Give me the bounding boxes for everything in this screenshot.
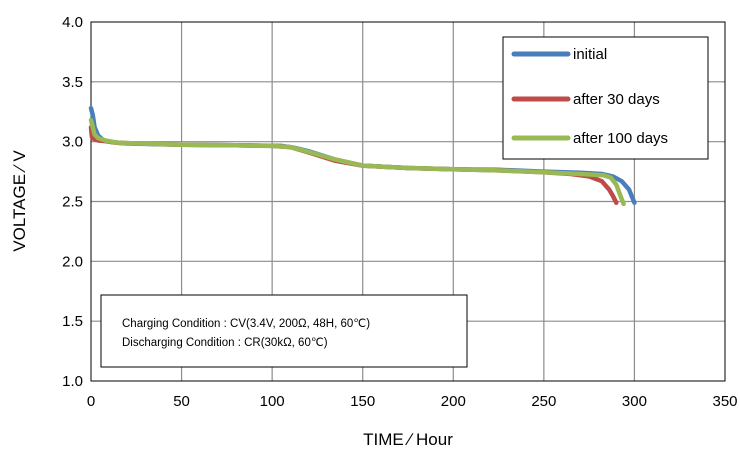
y-tick-label: 3.5 — [62, 74, 83, 91]
x-tick-label: 200 — [441, 393, 466, 410]
y-axis-ticks: 1.0 1.5 2.0 2.5 3.0 3.5 4.0 — [62, 14, 83, 390]
x-axis-title: TIME ∕ Hour — [363, 430, 453, 449]
x-tick-label: 350 — [712, 393, 737, 410]
legend-label-initial: initial — [573, 46, 607, 63]
condition-note-box — [100, 294, 468, 368]
legend-label-after-100-days: after 100 days — [573, 130, 668, 147]
y-tick-label: 1.5 — [62, 313, 83, 330]
y-tick-label: 3.0 — [62, 134, 83, 151]
series-lines — [88, 105, 637, 207]
x-axis-ticks: 0 50 100 150 200 250 300 350 — [87, 393, 738, 410]
x-tick-label: 150 — [350, 393, 375, 410]
legend: initial after 30 days after 100 days — [502, 36, 709, 160]
series-line-after-100-days — [88, 117, 626, 207]
y-tick-label: 2.0 — [62, 253, 83, 270]
x-tick-label: 100 — [260, 393, 285, 410]
y-tick-label: 2.5 — [62, 194, 83, 211]
condition-note: Charging Condition : CV(3.4V, 200Ω, 48H,… — [100, 294, 468, 368]
discharging-condition-text: Discharging Condition : CR(30kΩ, 60℃) — [122, 337, 328, 349]
y-tick-label: 1.0 — [62, 373, 83, 390]
x-tick-label: 0 — [87, 393, 95, 410]
plot-border — [90, 21, 726, 382]
legend-label-after-30-days: after 30 days — [573, 91, 660, 108]
x-tick-label: 300 — [622, 393, 647, 410]
y-tick-label: 4.0 — [62, 14, 83, 31]
x-tick-label: 50 — [173, 393, 190, 410]
charging-condition-text: Charging Condition : CV(3.4V, 200Ω, 48H,… — [122, 318, 370, 330]
x-tick-label: 250 — [531, 393, 556, 410]
y-axis-title: VOLTAGE ∕ V — [10, 150, 29, 252]
